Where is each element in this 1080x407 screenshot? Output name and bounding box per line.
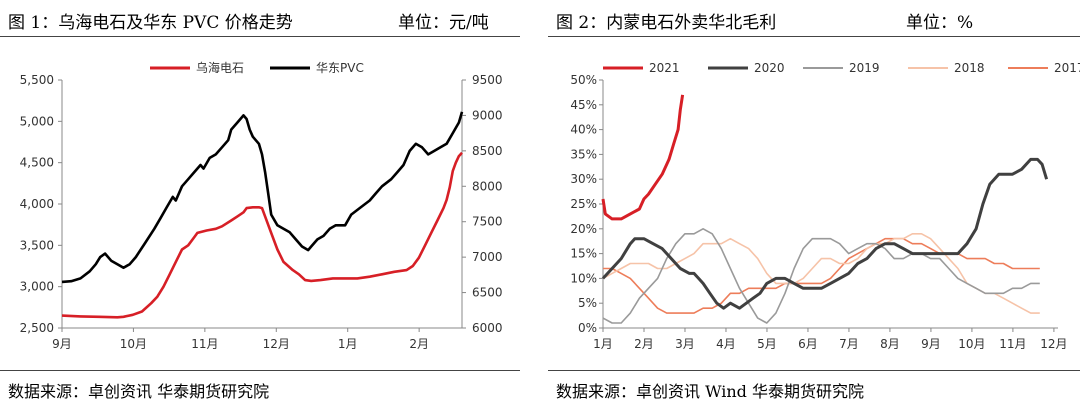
source-text: 数据来源：卓创资讯 华泰期货研究院 [8, 382, 270, 401]
panel-margin: 图 2：内蒙电石外卖华北毛利 单位：% 50% 45% 40% 35% 30% 25% 20… [548, 0, 1080, 407]
x-tick-label: 10月 [958, 337, 985, 351]
y-tick-label: 15% [570, 247, 597, 261]
source-text: 数据来源：卓创资讯 Wind 华泰期货研究院 [556, 382, 865, 401]
y-tick-label-right: 9000 [472, 108, 503, 122]
series-line-2020 [601, 157, 1049, 310]
y-tick-label: 30% [570, 172, 597, 186]
unit-label: 单位：% [906, 13, 974, 33]
x-tick-label: 12月 [1040, 337, 1067, 351]
y-tick-label: 50% [570, 73, 597, 87]
legend-label: 华东PVC [316, 61, 364, 75]
x-tick-label: 6月 [798, 337, 818, 351]
y-tick-label: 40% [570, 123, 597, 137]
y-tick-label-right: 7500 [472, 215, 503, 229]
series-line-carbide [61, 151, 463, 319]
y-tick-label-right: 9500 [472, 73, 503, 87]
y-tick-label: 35% [570, 147, 597, 161]
chart-title: 图 1：乌海电石及华东 PVC 价格走势 [8, 13, 293, 33]
source-rule [0, 370, 520, 371]
x-tick-label: 9月 [921, 337, 941, 351]
title-rule [0, 36, 520, 37]
series-line-2021 [601, 94, 685, 221]
y-tick-label-left: 3,500 [20, 238, 54, 252]
x-tick-label: 2月 [634, 337, 654, 351]
x-tick-label: 5月 [757, 337, 777, 351]
y-tick-label: 10% [570, 271, 597, 285]
y-tick-label-left: 5,500 [20, 73, 54, 87]
y-tick-label-left: 4,000 [20, 197, 54, 211]
x-tick-label: 10月 [120, 337, 147, 351]
chart-margin: 50% 45% 40% 35% 30% 25% 20% 15% 10% 5% 0% 1月 2月 3月 4月 5… [570, 61, 1080, 351]
source-rule [548, 370, 1080, 371]
y-tick-label: 5% [578, 296, 597, 310]
series-line-pvc [61, 111, 464, 284]
y-tick-label-right: 7000 [472, 250, 503, 264]
legend-label: 2018 [954, 61, 985, 75]
y-tick-label: 20% [570, 222, 597, 236]
chart-title: 图 2：内蒙电石外卖华北毛利 [556, 13, 777, 33]
legend-label: 2021 [649, 61, 680, 75]
unit-label: 单位：元/吨 [398, 13, 489, 33]
legend-label: 乌海电石 [196, 60, 244, 75]
y-tick-label-left: 5,000 [20, 114, 54, 128]
x-tick-label: 2月 [409, 337, 429, 351]
x-tick-label: 1月 [338, 337, 358, 351]
x-tick-label: 12月 [263, 337, 290, 351]
series-line-2019 [602, 228, 1040, 324]
title-rule [548, 36, 1080, 37]
y-tick-label: 0% [578, 321, 597, 335]
x-tick-label: 7月 [839, 337, 859, 351]
series-line-2018 [602, 233, 1040, 314]
x-tick-label: 8月 [880, 337, 900, 351]
y-tick-label-right: 6000 [472, 321, 503, 335]
y-tick-label-left: 3,000 [20, 280, 54, 294]
x-tick-label: 11月 [191, 337, 218, 351]
y-tick-label-right: 8000 [472, 179, 503, 193]
y-tick-label: 45% [570, 98, 597, 112]
y-tick-label-left: 2,500 [20, 321, 54, 335]
y-tick-label: 25% [570, 197, 597, 211]
x-tick-label: 4月 [716, 337, 736, 351]
y-tick-label-left: 4,500 [20, 156, 54, 170]
series-line-2017 [603, 237, 1040, 314]
legend-label: 2019 [849, 61, 880, 75]
x-tick-label: 1月 [593, 337, 613, 351]
chart-carbide-pvc: 5,500 5,000 4,500 4,000 3,500 3,000 2,500 9500 9… [20, 60, 503, 351]
legend-label: 2020 [754, 61, 785, 75]
y-tick-label-right: 8500 [472, 144, 503, 158]
y-tick-label-right: 6500 [472, 286, 503, 300]
legend-label: 2017 [1054, 61, 1080, 75]
x-tick-label: 9月 [52, 337, 72, 351]
panel-carbide-pvc: 图 1：乌海电石及华东 PVC 价格走势 单位：元/吨 5,500 5,000 4,… [0, 0, 520, 407]
x-tick-label: 11月 [999, 337, 1026, 351]
x-tick-label: 3月 [675, 337, 695, 351]
